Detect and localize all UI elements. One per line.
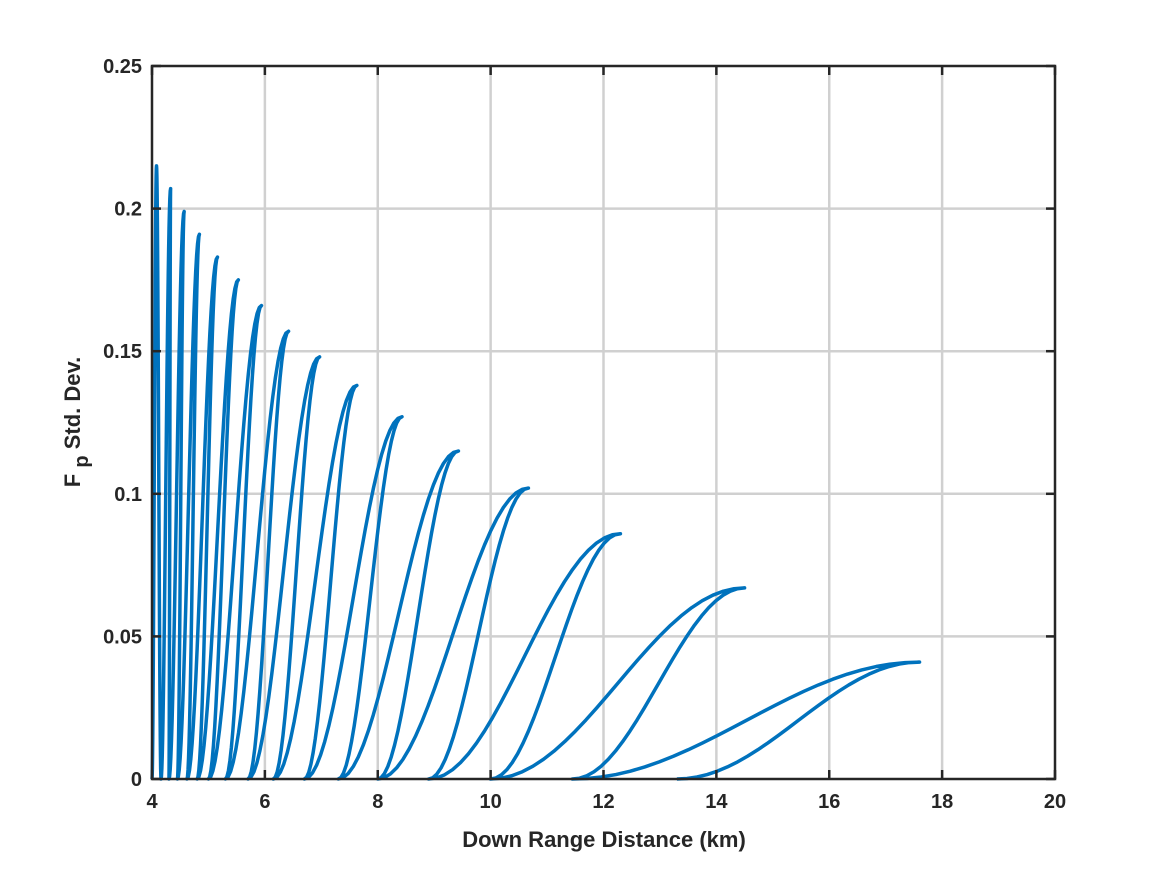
grid-lines: [152, 66, 1055, 779]
x-axis-label: Down Range Distance (km): [462, 827, 746, 852]
tick-marks: [150, 64, 1057, 781]
y-axis-label-rest: Std. Dev.: [60, 357, 85, 450]
series-line: [150, 164, 922, 781]
series-layer: [150, 164, 922, 781]
y-tick-label: 0.1: [114, 484, 142, 506]
x-tick-label: 4: [146, 791, 158, 813]
y-tick-label: 0.25: [103, 56, 142, 78]
y-tick-label: 0.2: [114, 199, 142, 221]
y-tick-labels: 0 0.05 0.1 0.15 0.2 0.25: [103, 56, 142, 791]
y-tick-label: 0.05: [103, 626, 142, 648]
x-tick-label: 16: [818, 791, 840, 813]
y-tick-label: 0: [131, 769, 142, 791]
y-axis-label-subscript: p: [71, 455, 93, 467]
y-tick-label: 0.15: [103, 341, 142, 363]
x-tick-label: 12: [592, 791, 614, 813]
x-tick-labels: 4 6 8 10 12 14 16 18 20: [146, 791, 1066, 813]
x-tick-label: 20: [1044, 791, 1066, 813]
y-axis-label: F p Std. Dev.: [60, 357, 93, 487]
x-tick-label: 18: [931, 791, 953, 813]
x-tick-label: 8: [372, 791, 383, 813]
x-tick-label: 10: [480, 791, 502, 813]
svg-text:F p Std. Dev.: F p Std. Dev.: [60, 357, 93, 487]
x-tick-label: 14: [705, 791, 728, 813]
y-axis-label-main: F: [60, 474, 85, 487]
x-tick-label: 6: [259, 791, 270, 813]
